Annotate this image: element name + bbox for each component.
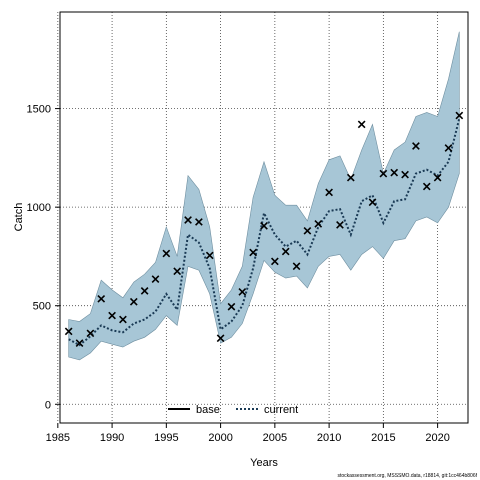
observed-point [368, 198, 377, 207]
observed-point [173, 267, 182, 276]
observed-point [238, 288, 247, 296]
observed-point [412, 142, 420, 150]
confidence-band [68, 31, 460, 361]
legend-base-label: base [196, 404, 220, 416]
observed-point [336, 221, 344, 229]
observed-point [75, 339, 84, 348]
observed-point [281, 247, 290, 256]
observed-point [357, 120, 366, 129]
observed-point [151, 275, 160, 283]
observed-point [205, 251, 214, 260]
y-tick-label: 1500 [27, 104, 51, 116]
observed-point [216, 334, 225, 343]
x-tick-label: 2005 [263, 432, 287, 444]
footnote: stockassessment.org, MSSSMO.data, r18814… [337, 473, 477, 479]
y-tick-label: 0 [45, 399, 51, 411]
observed-point [303, 226, 312, 235]
y-tick-label: 500 [33, 301, 51, 313]
observed-point [184, 216, 192, 224]
x-tick-label: 2000 [208, 432, 232, 444]
x-axis-title: Years [250, 457, 278, 469]
observed-point [314, 220, 323, 228]
observed-point [346, 173, 355, 182]
x-tick-label: 2010 [317, 432, 341, 444]
y-tick-label: 1000 [27, 202, 51, 214]
series-lines [68, 118, 461, 347]
x-tick-label: 2015 [371, 432, 395, 444]
observed-point [270, 257, 279, 266]
x-tick-label: 1985 [46, 432, 70, 444]
observed-point [97, 294, 106, 303]
observed-point [140, 287, 149, 295]
observed-point [390, 168, 399, 177]
observed-point [227, 302, 236, 311]
observed-point [379, 169, 388, 178]
observed-point [108, 311, 116, 320]
legend: base current [168, 404, 298, 416]
observed-point [455, 111, 464, 120]
x-tick-label: 2020 [425, 432, 449, 444]
observed-point [249, 248, 258, 257]
x-axis: 1985 1990 1995 2000 2005 2010 2015 2020 [46, 423, 450, 444]
observed-point [433, 173, 442, 182]
observed-point [86, 329, 95, 338]
observed-point [64, 327, 73, 336]
series-line-current [68, 118, 461, 347]
y-axis-title: Catch [13, 203, 25, 232]
legend-current-label: current [264, 404, 298, 416]
x-tick-label: 1990 [100, 432, 124, 444]
observed-point [119, 315, 127, 324]
observed-point [195, 218, 203, 226]
observed-point [444, 144, 453, 152]
observed-point [292, 262, 301, 271]
observed-point [325, 188, 333, 197]
x-tick-label: 1995 [154, 432, 178, 444]
observed-point [422, 182, 431, 191]
observed-point [129, 297, 138, 306]
observed-point [401, 170, 409, 179]
observed-point [162, 249, 171, 258]
plot-frame [59, 11, 469, 424]
confidence-band-area [68, 31, 460, 361]
observed-points [64, 111, 464, 348]
y-axis: 0 500 1000 1500 [27, 104, 60, 411]
observed-point [260, 222, 268, 230]
